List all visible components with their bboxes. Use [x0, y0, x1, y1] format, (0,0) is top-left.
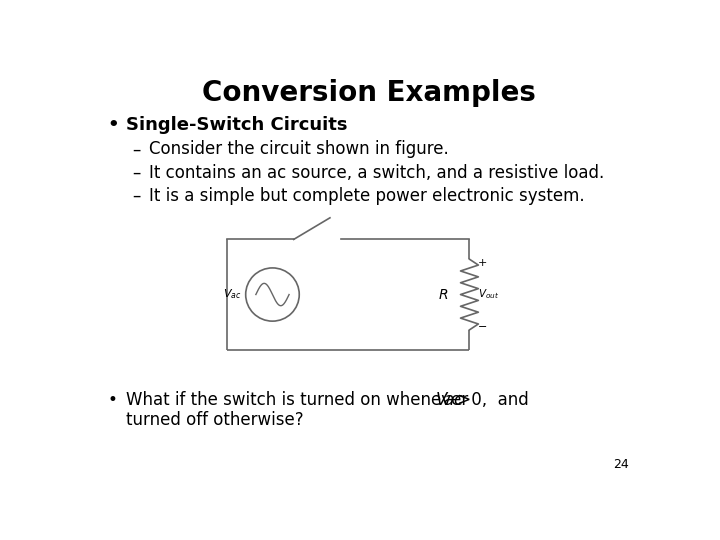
Text: Conversion Examples: Conversion Examples	[202, 79, 536, 107]
Text: $\mathit{V}_{out}$: $\mathit{V}_{out}$	[478, 288, 499, 301]
Text: $\mathit{V}$$\!$$\mathit{ac}$: $\mathit{V}$$\!$$\mathit{ac}$	[435, 391, 464, 409]
Text: –: –	[132, 164, 140, 182]
Text: Consider the circuit shown in figure.: Consider the circuit shown in figure.	[148, 140, 449, 158]
Text: •: •	[108, 116, 120, 133]
Text: It is a simple but complete power electronic system.: It is a simple but complete power electr…	[148, 187, 584, 205]
Text: +: +	[478, 258, 487, 267]
Text: turned off otherwise?: turned off otherwise?	[126, 411, 304, 429]
Text: R: R	[438, 287, 449, 301]
Text: What if the switch is turned on whenever: What if the switch is turned on whenever	[126, 391, 474, 409]
Text: 24: 24	[613, 458, 629, 471]
Text: –: –	[132, 187, 140, 205]
Text: •: •	[108, 391, 118, 409]
Text: –: –	[132, 140, 140, 158]
Text: >0,  and: >0, and	[451, 391, 528, 409]
Text: It contains an ac source, a switch, and a resistive load.: It contains an ac source, a switch, and …	[148, 164, 604, 182]
Text: $\mathit{V}_{ac}$: $\mathit{V}_{ac}$	[222, 288, 241, 301]
Text: −: −	[478, 321, 487, 332]
Text: Single-Switch Circuits: Single-Switch Circuits	[126, 116, 348, 133]
